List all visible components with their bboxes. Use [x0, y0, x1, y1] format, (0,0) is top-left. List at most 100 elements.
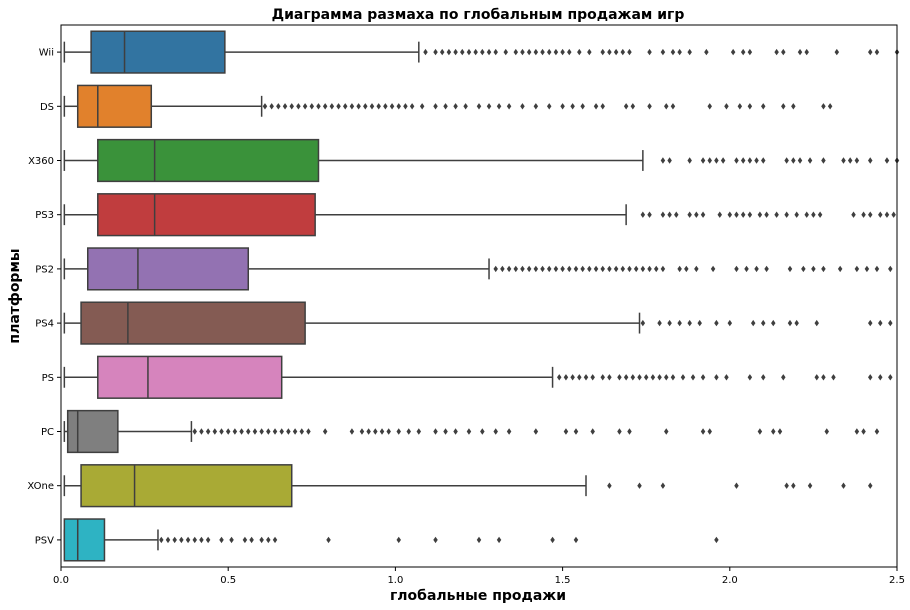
outlier-point [807, 482, 813, 489]
outlier-point [657, 319, 662, 327]
box-psv [63, 518, 719, 562]
outlier-point [804, 48, 809, 56]
box-ds [63, 84, 833, 128]
outlier-point [600, 48, 605, 56]
outlier-point [781, 374, 786, 381]
outlier-point [861, 211, 866, 218]
outlier-point [730, 48, 736, 56]
outlier-point [737, 103, 743, 110]
outlier-point [600, 265, 605, 273]
outlier-point [727, 319, 733, 327]
box-ps [63, 355, 893, 399]
outlier-point [754, 265, 759, 273]
outlier-point [750, 319, 756, 327]
outlier-point [784, 482, 789, 489]
outlier-point [687, 157, 692, 164]
outlier-point [807, 157, 813, 164]
outlier-point [754, 157, 759, 164]
outlier-point [276, 103, 281, 110]
outlier-point [677, 319, 682, 327]
outlier-point [266, 536, 271, 544]
outlier-point [874, 48, 880, 56]
outlier-point [570, 374, 575, 381]
outlier-point [520, 103, 525, 110]
outlier-point [781, 48, 786, 56]
outlier-point [821, 103, 826, 110]
outlier-point [814, 319, 819, 327]
outlier-point [607, 265, 612, 273]
outlier-point [272, 428, 278, 435]
outlier-point [433, 428, 438, 435]
outlier-point [286, 428, 291, 435]
outlier-point [443, 428, 448, 435]
outlier-point [623, 374, 629, 381]
outlier-point [550, 536, 555, 544]
outlier-point [396, 428, 401, 435]
outlier-point [747, 374, 753, 381]
outlier-point [637, 374, 642, 381]
outlier-point [439, 48, 445, 56]
outlier-point [172, 536, 177, 544]
outlier-point [747, 103, 753, 110]
x-tick-label: 2.5 [889, 575, 905, 586]
outlier-point [771, 428, 776, 435]
y-tick-label: PS2 [35, 264, 54, 275]
outlier-point [640, 319, 646, 327]
outlier-point [242, 536, 248, 544]
outlier-point [343, 103, 348, 110]
outlier-point [884, 211, 890, 218]
outlier-point [533, 428, 539, 435]
outlier-point [356, 103, 361, 110]
outlier-point [777, 428, 783, 435]
outlier-point [647, 211, 652, 218]
outlier-point [192, 536, 197, 544]
outlier-point [868, 211, 873, 218]
outlier-point [463, 103, 468, 110]
outlier-point [443, 103, 448, 110]
y-tick-label: XOne [27, 481, 54, 492]
outlier-point [794, 211, 799, 218]
outlier-point [433, 48, 438, 56]
outlier-point [724, 103, 729, 110]
outlier-point [446, 48, 452, 56]
iqr-box [80, 301, 306, 345]
outlier-point [623, 103, 629, 110]
outlier-point [694, 211, 699, 218]
x-tick-label: 0.5 [220, 575, 236, 586]
outlier-point [406, 428, 412, 435]
outlier-point [349, 428, 355, 435]
box-ps2 [63, 247, 893, 291]
outlier-point [600, 103, 605, 110]
outlier-point [540, 48, 545, 56]
outlier-point [363, 103, 368, 110]
y-tick-label: PSV [35, 535, 54, 546]
outlier-point [292, 428, 298, 435]
outlier-point [647, 48, 652, 56]
outlier-point [493, 428, 498, 435]
outlier-point [811, 211, 816, 218]
outlier-point [396, 536, 401, 544]
outlier-point [577, 48, 582, 56]
outlier-point [396, 103, 401, 110]
outlier-point [590, 428, 595, 435]
outlier-point [854, 157, 860, 164]
outlier-point [520, 48, 525, 56]
outlier-point [433, 536, 438, 544]
outlier-point [192, 428, 197, 435]
outlier-point [687, 211, 692, 218]
outlier-point [821, 265, 826, 273]
outlier-point [821, 157, 826, 164]
outlier-point [433, 103, 438, 110]
x-axis-ticks: 0.0 0.5 1.0 1.5 2.0 2.5 [53, 567, 905, 586]
outlier-point [868, 157, 873, 164]
outlier-point [771, 319, 776, 327]
outlier-point [868, 482, 873, 489]
outlier-point [205, 536, 211, 544]
outlier-point [533, 103, 539, 110]
outlier-point [165, 536, 171, 544]
outlier-point [690, 374, 696, 381]
outlier-point [791, 157, 796, 164]
outlier-point [761, 157, 766, 164]
outlier-point [587, 48, 592, 56]
outlier-point [874, 428, 880, 435]
